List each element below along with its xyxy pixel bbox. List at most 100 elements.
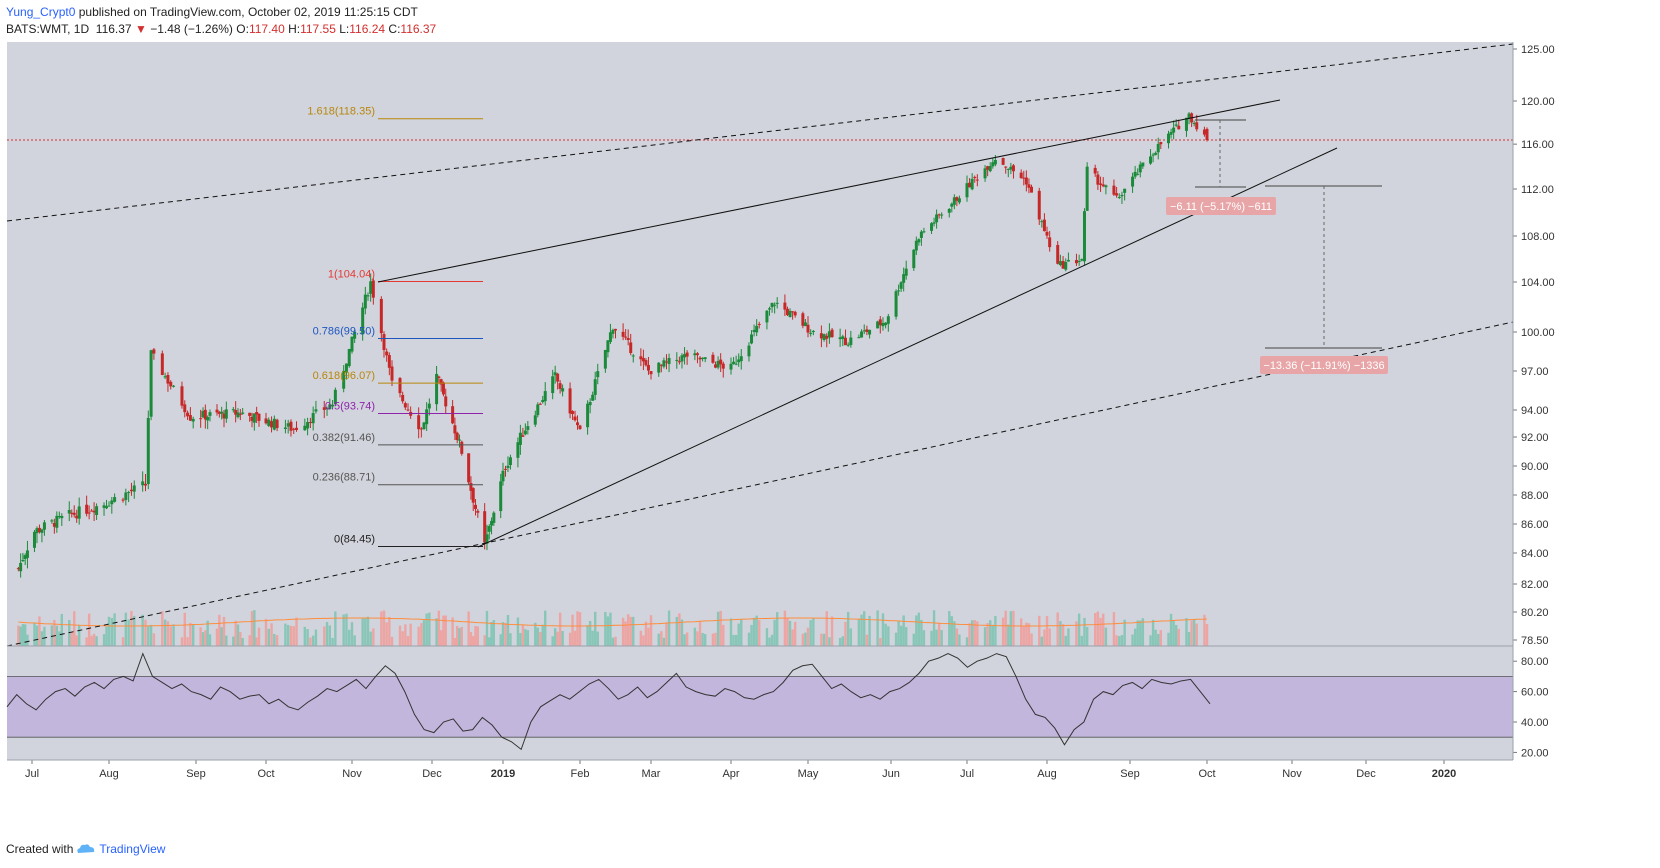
- volume-bar: [894, 632, 898, 646]
- candle-body: [1042, 219, 1046, 232]
- volume-bar: [239, 631, 242, 646]
- candle-body: [146, 417, 150, 485]
- candle-body: [937, 214, 941, 216]
- volume-bar: [516, 617, 520, 646]
- tradingview-brand-link[interactable]: TradingView: [99, 842, 166, 856]
- candle-body: [518, 432, 522, 445]
- volume-bar: [868, 615, 871, 646]
- volume-bar: [629, 616, 632, 646]
- volume-bar: [334, 611, 337, 646]
- volume-bar: [1045, 616, 1049, 646]
- candle-body: [342, 370, 346, 389]
- volume-bar: [680, 619, 684, 646]
- volume-bar: [828, 637, 831, 646]
- fib-level-label: 0(84.45): [334, 533, 375, 545]
- volume-bar: [506, 614, 510, 646]
- volume-bar: [253, 610, 256, 646]
- candle-body: [806, 324, 810, 333]
- price-range-measures[interactable]: −6.11 (−5.17%) −611 −13.36 (−11.91%) −133…: [1166, 119, 1388, 374]
- candle-body: [85, 504, 89, 514]
- volume-bar: [141, 614, 144, 646]
- candle-body: [698, 357, 702, 360]
- footer: Created with TradingView: [6, 842, 165, 856]
- candle-body: [734, 363, 738, 365]
- volume-bar: [973, 620, 976, 646]
- volume-bar: [55, 625, 59, 646]
- candle-body: [238, 413, 242, 415]
- candle-body: [87, 512, 91, 514]
- candle-body: [1096, 174, 1100, 185]
- candle-body: [166, 374, 170, 384]
- candle-body: [401, 394, 405, 402]
- candle-body: [683, 354, 687, 358]
- time-axis[interactable]: Jul Aug Sep Oct Nov Dec 2019 Feb Mar Apr May Jun Jul…: [25, 760, 1456, 780]
- volume-bar: [488, 637, 491, 646]
- volume-bar: [953, 621, 956, 646]
- price-axis[interactable]: 125.00 120.00 116.00 112.00 108.00 104.00 100.…: [1513, 44, 1555, 759]
- volume-bar: [1159, 630, 1162, 646]
- volume-bar: [989, 620, 992, 646]
- candle-body: [765, 310, 769, 323]
- volume-bar: [588, 620, 592, 646]
- candle-body: [639, 356, 643, 360]
- measure1-label: −6.11 (−5.17%) −611: [1170, 201, 1272, 213]
- volume-bar: [1187, 632, 1191, 646]
- candle-body: [975, 179, 979, 181]
- time-tick-label: 2020: [1432, 768, 1456, 780]
- volume-bar: [768, 637, 771, 646]
- volume-bar: [611, 637, 615, 646]
- candle-body: [568, 388, 572, 414]
- candle-body: [1009, 166, 1013, 170]
- time-tick-label: Aug: [1037, 768, 1057, 780]
- volume-bar: [1167, 632, 1170, 646]
- volume-bar: [161, 611, 164, 646]
- candle-body: [930, 223, 934, 231]
- volume-bar: [1077, 613, 1081, 646]
- volume-bar: [791, 629, 794, 646]
- candle-body: [614, 328, 617, 331]
- measure2-badge: [1260, 356, 1388, 374]
- price-tick-label: 78.50: [1521, 635, 1549, 647]
- volume-bar: [289, 625, 293, 646]
- volume-bar: [1030, 633, 1033, 646]
- time-tick-label: Oct: [257, 768, 274, 780]
- volume-bar: [667, 610, 671, 646]
- candle-body: [970, 178, 974, 190]
- candle-body: [257, 413, 261, 421]
- candle-body: [1141, 162, 1145, 167]
- volume-bar: [519, 633, 522, 646]
- candle-body: [558, 383, 562, 389]
- volume-bar: [606, 616, 610, 646]
- candle-body: [129, 489, 133, 492]
- author-link[interactable]: Yung_Crypt0: [6, 5, 76, 19]
- candle-body: [1080, 259, 1084, 261]
- candle-body: [649, 371, 653, 375]
- time-tick-label: Dec: [1356, 768, 1376, 780]
- volume-bar: [284, 623, 287, 646]
- volume-bar: [698, 621, 702, 646]
- volume-bar: [1131, 634, 1134, 646]
- candle-body: [1037, 190, 1041, 220]
- candle-body: [113, 497, 117, 502]
- candle-body: [884, 322, 888, 326]
- candle-body: [714, 364, 718, 368]
- volume-bar: [348, 629, 351, 646]
- close-value: 116.37: [400, 22, 437, 36]
- candle-body: [685, 352, 689, 357]
- volume-bar: [657, 633, 660, 646]
- volume-bar: [95, 636, 98, 646]
- candle-body: [1024, 177, 1028, 185]
- fib-level-label: 0.236(88.71): [313, 472, 375, 484]
- volume-bar: [1075, 621, 1078, 646]
- candle-body: [1001, 158, 1005, 165]
- volume-bar: [264, 618, 268, 646]
- volume-bar: [127, 619, 130, 646]
- candle-body: [208, 412, 212, 416]
- volume-bar: [809, 620, 812, 646]
- candle-body: [677, 361, 681, 363]
- volume-bar: [350, 622, 354, 646]
- high-value: 117.55: [300, 22, 336, 36]
- fibonacci-retracement[interactable]: 1.618(118.35) 1(104.04) 0.786(99.50) 0.618(…: [307, 106, 483, 547]
- candles: [16, 112, 1209, 578]
